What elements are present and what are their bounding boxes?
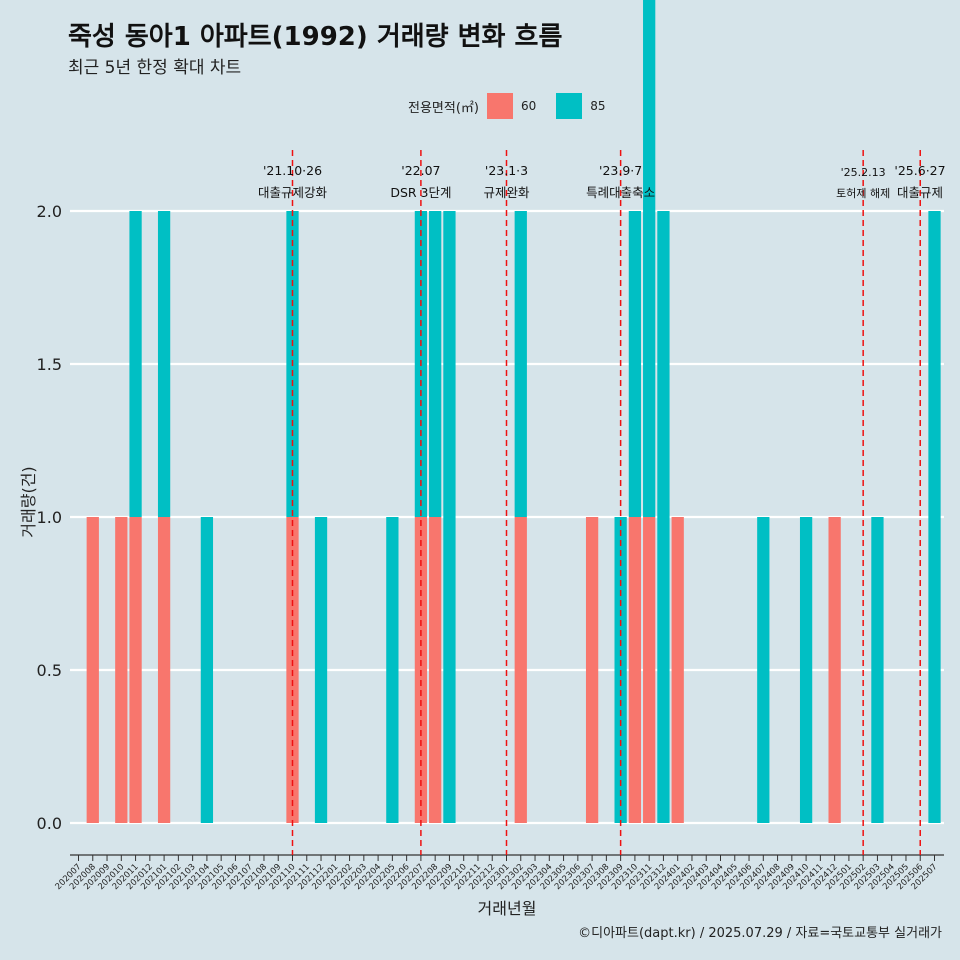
annotation-label-text: 대출규제 [897, 185, 943, 200]
legend-title: 전용면적(㎡) [408, 100, 479, 116]
annotation-label-text: 토허제 해제 [836, 186, 890, 200]
annotation-label: '25.6·27 [894, 163, 945, 178]
bar-60-202302 [514, 517, 527, 823]
bar-60-202101 [157, 517, 171, 823]
chart-title: 죽성 동아1 아파트(1992) 거래량 변화 흐름 [68, 22, 563, 52]
legend-label-85: 85 [590, 99, 606, 113]
legend: 전용면적(㎡) 60 85 [408, 92, 626, 120]
bar-85-202209 [443, 211, 456, 823]
annotation-label-text: 대출규제강화 [258, 185, 328, 200]
bar-60-202401 [671, 517, 684, 823]
y-tick-label: 0.5 [37, 661, 62, 680]
bar-60-202310 [628, 517, 642, 823]
bar-85-202311 [643, 0, 656, 517]
bar-60-202307 [585, 517, 599, 823]
legend-label-60: 60 [520, 99, 537, 113]
bar-85-202312 [657, 211, 670, 823]
bar-85-202101 [157, 211, 171, 517]
bar-60-202311 [643, 517, 656, 823]
bar-60-202010 [115, 517, 128, 823]
annotation-label-text: 특례대출축소 [586, 185, 655, 200]
bar-85-202507 [928, 211, 941, 823]
bar-60-202008 [86, 517, 99, 823]
bar-85-202410 [799, 517, 813, 823]
annotation-label: '22.07 [401, 163, 440, 178]
bar-85-202205 [386, 517, 399, 823]
y-axis-title: 거래량(건) [19, 466, 38, 537]
chart-subtitle: 최근 5년 한정 확대 차트 [68, 58, 242, 78]
x-axis-title: 거래년월 [478, 899, 537, 918]
caption: ©디아파트(dapt.kr) / 2025.07.29 / 자료=국토교통부 실… [578, 926, 942, 941]
bar-85-202302 [514, 211, 527, 517]
annotation-label: '25.2.13 [841, 166, 886, 179]
bar-85-202310 [628, 211, 642, 517]
legend-key-85 [556, 93, 583, 119]
bar-60-202208 [429, 517, 442, 823]
annotation-label-text: 규제완화 [483, 185, 530, 200]
bar-60-202412 [828, 517, 841, 823]
annotation-label: '21.10·26 [263, 163, 322, 178]
y-tick-label: 2.0 [37, 202, 62, 221]
y-tick-label: 1.5 [37, 355, 62, 374]
annotation-label-text: DSR 3단계 [390, 185, 451, 200]
y-tick-label: 0.0 [37, 814, 62, 833]
bar-60-202011 [129, 517, 142, 823]
annotation-label: '23.1·3 [485, 163, 528, 178]
legend-key-60 [486, 93, 513, 119]
annotation-label: '23.9·7 [599, 163, 642, 178]
bar-85-202208 [429, 211, 442, 517]
bar-85-202011 [129, 211, 142, 517]
bar-85-202112 [314, 517, 328, 823]
y-tick-label: 1.0 [37, 508, 62, 527]
bar-85-202407 [757, 517, 770, 823]
bar-85-202503 [871, 517, 884, 823]
bar-85-202104 [200, 517, 214, 823]
